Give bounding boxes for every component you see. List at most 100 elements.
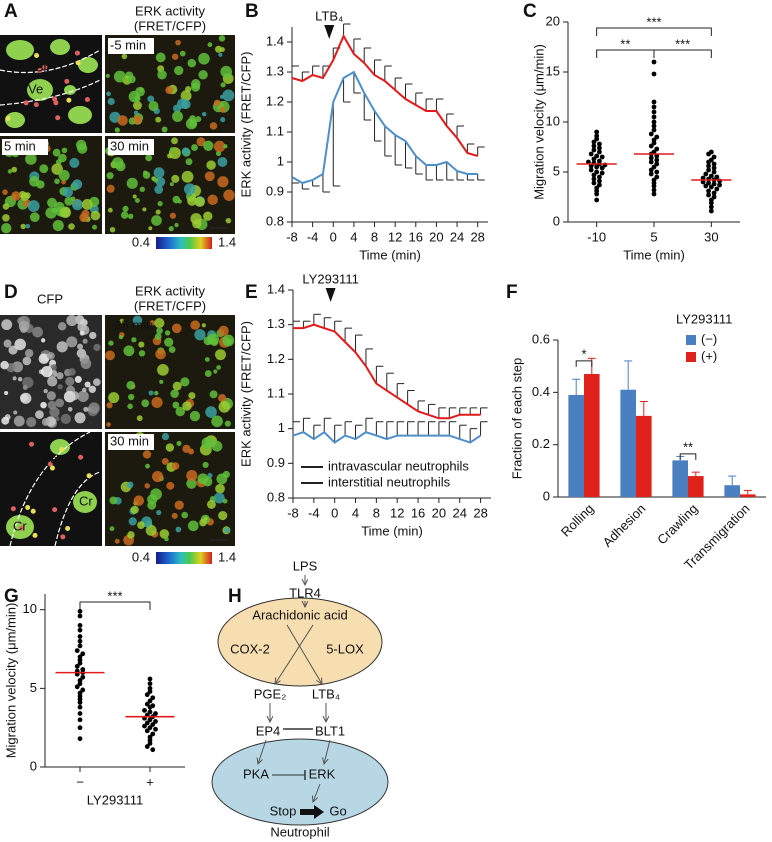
diagram-node: 5-LOX — [326, 641, 364, 656]
cell — [225, 338, 232, 346]
cell — [60, 207, 71, 218]
cell — [161, 457, 169, 465]
cell — [194, 329, 206, 341]
cell — [141, 399, 150, 408]
data-point — [591, 156, 597, 162]
data-point — [648, 143, 654, 149]
neutrophil — [75, 60, 81, 66]
data-point — [714, 186, 720, 192]
data-point — [147, 689, 153, 694]
cell — [216, 365, 221, 370]
x-tick-label: 30 — [704, 229, 718, 244]
cell — [175, 406, 186, 417]
cell — [20, 192, 29, 201]
data-point — [706, 167, 711, 173]
x-tick-label: 0 — [330, 229, 337, 244]
diagram-node: ERK — [309, 766, 336, 781]
data-point — [147, 741, 153, 746]
crypt — [5, 112, 25, 128]
cell — [174, 500, 184, 510]
y-tick-label: 0 — [543, 488, 550, 503]
cell — [171, 323, 182, 334]
cell — [1, 319, 13, 331]
cell — [161, 126, 168, 133]
cell — [155, 348, 166, 360]
cell — [211, 415, 223, 428]
data-point — [77, 627, 83, 633]
data-point — [651, 127, 657, 133]
y-tick-label: 1.2 — [267, 351, 285, 366]
data-point — [144, 701, 150, 707]
cell — [187, 58, 197, 68]
neutrophil — [53, 100, 59, 106]
data-point — [147, 717, 153, 723]
cell — [72, 199, 83, 211]
data-point — [711, 165, 717, 171]
cell — [192, 219, 202, 229]
data-point — [651, 183, 657, 189]
data-point — [591, 147, 597, 153]
y-tick-label: 10 — [23, 601, 37, 616]
time-label: 5 min — [4, 138, 36, 153]
cell — [11, 191, 21, 201]
time-label-bg — [108, 139, 154, 155]
cell — [218, 510, 228, 521]
cell — [1, 223, 12, 234]
colorbar — [156, 237, 212, 249]
cell — [170, 389, 179, 398]
cell — [41, 365, 53, 378]
neutrophil — [23, 100, 29, 106]
cell — [189, 410, 201, 422]
cell — [224, 527, 231, 534]
data-point — [591, 172, 597, 178]
cell — [134, 95, 141, 102]
cell — [74, 375, 82, 383]
data-point — [153, 726, 158, 732]
cell — [187, 195, 197, 206]
data-point — [77, 725, 83, 731]
cell — [142, 207, 147, 212]
data-point — [77, 736, 83, 742]
cell — [159, 529, 170, 539]
cell — [127, 531, 135, 539]
time-label-bg — [108, 38, 154, 54]
cell — [69, 157, 80, 168]
data-point — [706, 151, 711, 157]
cell — [52, 148, 61, 157]
data-point — [74, 684, 80, 690]
neutrophil — [28, 441, 34, 447]
cell — [171, 174, 180, 183]
cell — [172, 381, 182, 391]
cell — [109, 226, 116, 233]
cell — [114, 538, 120, 544]
neutrophil — [84, 96, 90, 102]
data-point — [594, 197, 600, 203]
cell — [202, 461, 209, 468]
x-tick-label: 24 — [450, 229, 464, 244]
cell — [145, 463, 150, 469]
cell — [56, 341, 68, 353]
significance-label: ** — [683, 439, 693, 454]
data-point — [706, 159, 711, 165]
cell — [77, 143, 88, 154]
y-tick-label: 0.9 — [266, 183, 284, 198]
cell — [175, 39, 181, 46]
time-label-bg — [2, 139, 48, 155]
data-point — [706, 188, 711, 194]
y-tick-label: 15 — [546, 63, 560, 78]
neutrophil — [32, 532, 38, 538]
cell — [133, 110, 139, 116]
y-axis-label: ERK activity (FRET/CFP) — [238, 52, 253, 198]
data-point — [597, 178, 602, 184]
x-tick-label: -8 — [286, 229, 298, 244]
crypt — [68, 106, 92, 124]
data-point — [147, 704, 153, 710]
cell — [133, 495, 145, 506]
data-point — [150, 695, 156, 701]
y-tick-label: 1 — [278, 420, 285, 435]
cell — [190, 320, 200, 330]
cell — [195, 116, 202, 123]
cell — [72, 179, 83, 190]
bar — [688, 476, 704, 497]
neutrophil — [55, 115, 61, 121]
